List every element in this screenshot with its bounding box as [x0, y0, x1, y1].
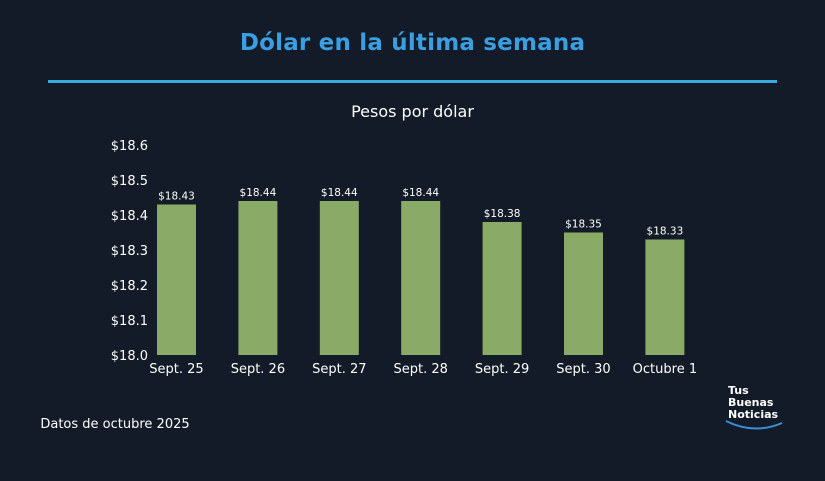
- bar-value-label: $18.33: [647, 226, 684, 238]
- data-source-note: Datos de octubre 2025: [40, 417, 190, 432]
- logo-arc-icon: [725, 420, 783, 430]
- x-tick-label: Sept. 27: [312, 362, 366, 377]
- bar: [157, 204, 196, 355]
- x-tick-label: Sept. 29: [475, 362, 529, 377]
- logo-text-line-3: Noticias: [728, 408, 779, 421]
- y-tick-label: $18.2: [111, 279, 148, 294]
- x-tick-label: Octubre 1: [633, 362, 697, 377]
- x-tick-label: Sept. 30: [556, 362, 610, 377]
- bar-chart: $18.0 $18.1 $18.2 $18.3 $18.4 $18.5 $18.6 $18.4…: [111, 139, 697, 377]
- y-tick-label: $18.3: [111, 244, 148, 259]
- logo-text-line-1: Tus: [728, 384, 749, 397]
- title-divider: [48, 80, 777, 83]
- bar: [319, 201, 359, 355]
- x-tick-label: Sept. 28: [393, 362, 447, 377]
- brand-logo: Tus Buenas Noticias: [718, 385, 788, 435]
- bar-value-label: $18.44: [321, 187, 358, 199]
- y-tick-label: $18.4: [111, 209, 148, 224]
- bar-value-label: $18.38: [484, 208, 521, 220]
- bar: [564, 232, 603, 355]
- y-tick-label: $18.1: [111, 314, 148, 329]
- y-tick-label: $18.5: [111, 174, 148, 189]
- bar: [238, 201, 278, 355]
- bar-value-label: $18.43: [158, 191, 195, 203]
- bar: [401, 201, 441, 355]
- x-tick-label: Sept. 26: [231, 362, 285, 377]
- bar: [645, 239, 685, 355]
- bar-value-label: $18.35: [565, 219, 602, 231]
- x-tick-label: Sept. 25: [149, 362, 203, 377]
- logo-text-line-2: Buenas: [728, 396, 774, 409]
- bar: [482, 222, 522, 355]
- bar-value-label: $18.44: [402, 187, 439, 199]
- y-tick-label: $18.0: [111, 349, 148, 364]
- y-tick-label: $18.6: [111, 139, 148, 154]
- chart-title: Dólar en la última semana: [239, 30, 586, 56]
- bar-value-label: $18.44: [240, 187, 277, 199]
- chart-subtitle: Pesos por dólar: [351, 102, 474, 121]
